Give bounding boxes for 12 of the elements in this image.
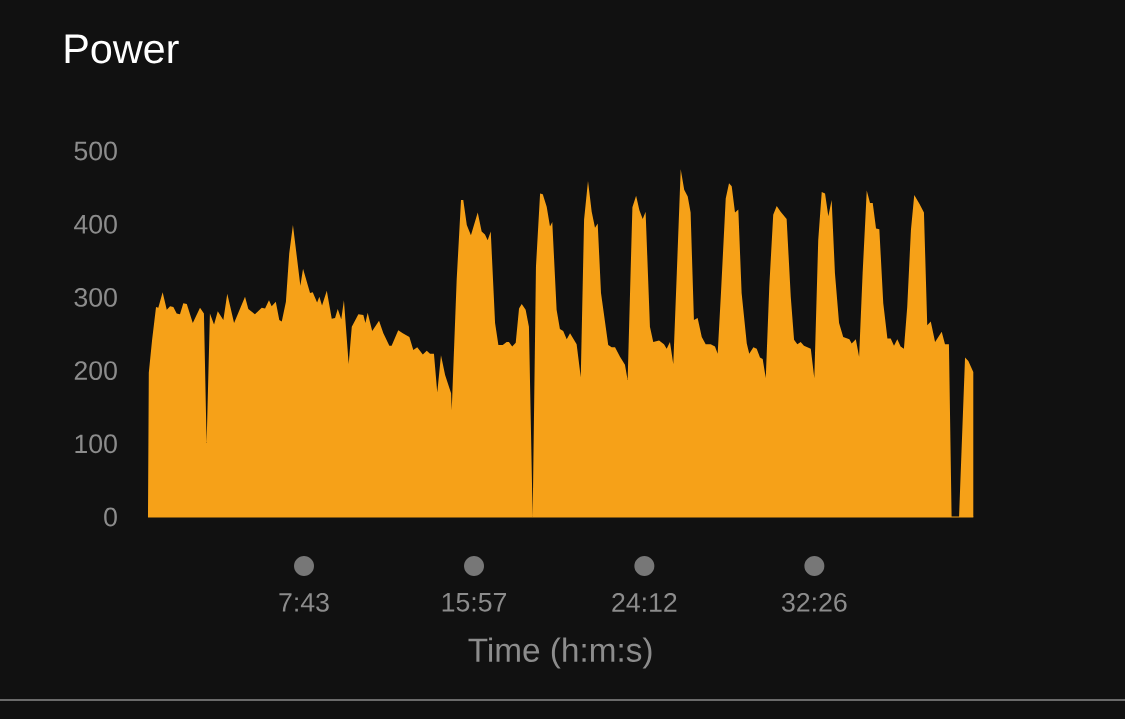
y-tick-label: 500 (74, 141, 117, 161)
x-tick-label: 15:57 (442, 593, 507, 612)
y-tick-label: 300 (74, 287, 117, 307)
chart-title: Power (65, 34, 179, 64)
y-tick-label: 0 (104, 507, 117, 527)
y-tick-label: 100 (75, 434, 117, 454)
x-tick-label: 7:43 (279, 592, 329, 612)
x-tick-label: 32:26 (782, 592, 847, 612)
y-tick-label: 200 (74, 361, 117, 381)
x-axis-title: Time (h:m:s) (468, 637, 652, 669)
x-tick-label: 24:12 (612, 593, 677, 612)
y-tick-label: 400 (74, 214, 117, 234)
